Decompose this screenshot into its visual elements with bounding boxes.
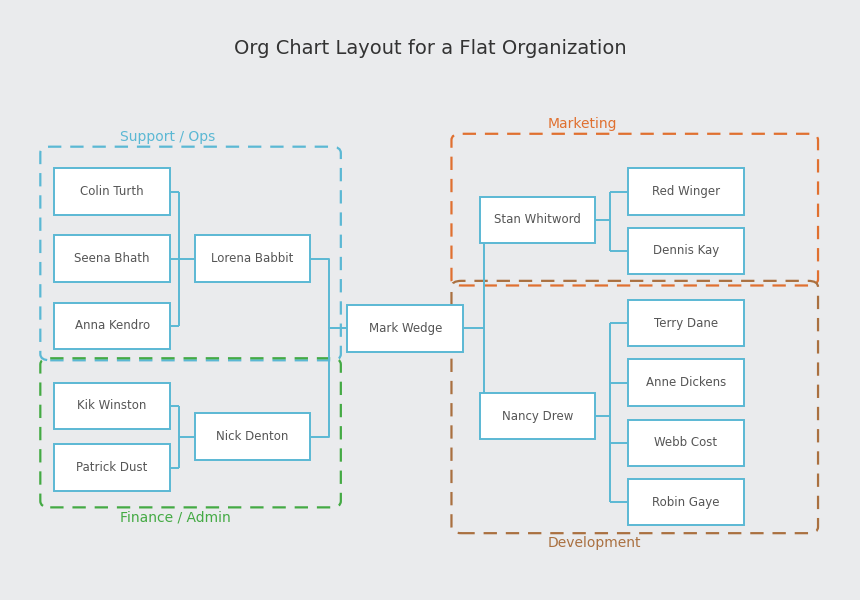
FancyBboxPatch shape	[628, 479, 744, 526]
FancyBboxPatch shape	[628, 419, 744, 466]
Text: Org Chart Layout for a Flat Organization: Org Chart Layout for a Flat Organization	[234, 39, 626, 58]
FancyBboxPatch shape	[480, 197, 595, 243]
Text: Colin Turth: Colin Turth	[80, 185, 144, 198]
Text: Nick Denton: Nick Denton	[217, 430, 289, 443]
FancyBboxPatch shape	[194, 235, 310, 282]
FancyBboxPatch shape	[54, 445, 170, 491]
Text: Webb Cost: Webb Cost	[654, 436, 717, 449]
FancyBboxPatch shape	[347, 305, 463, 352]
FancyBboxPatch shape	[628, 300, 744, 346]
FancyBboxPatch shape	[628, 228, 744, 274]
FancyBboxPatch shape	[480, 393, 595, 439]
Text: Anne Dickens: Anne Dickens	[646, 376, 726, 389]
Text: Lorena Babbit: Lorena Babbit	[212, 252, 293, 265]
FancyBboxPatch shape	[628, 359, 744, 406]
FancyBboxPatch shape	[54, 169, 170, 215]
Text: Mark Wedge: Mark Wedge	[369, 322, 442, 335]
Text: Stan Whitword: Stan Whitword	[494, 214, 580, 226]
Text: Dennis Kay: Dennis Kay	[653, 244, 719, 257]
Text: Patrick Dust: Patrick Dust	[77, 461, 148, 474]
Text: Kik Winston: Kik Winston	[77, 399, 147, 412]
FancyBboxPatch shape	[54, 235, 170, 282]
Text: Nancy Drew: Nancy Drew	[501, 410, 573, 422]
Text: Robin Gaye: Robin Gaye	[652, 496, 720, 509]
FancyBboxPatch shape	[194, 413, 310, 460]
Text: Terry Dane: Terry Dane	[654, 317, 718, 329]
FancyBboxPatch shape	[54, 383, 170, 429]
Text: Support / Ops: Support / Ops	[120, 130, 216, 143]
FancyBboxPatch shape	[54, 302, 170, 349]
Text: Seena Bhath: Seena Bhath	[75, 252, 150, 265]
Text: Anna Kendro: Anna Kendro	[75, 319, 150, 332]
Text: Marketing: Marketing	[548, 116, 617, 131]
Text: Red Winger: Red Winger	[652, 185, 720, 198]
Text: Finance / Admin: Finance / Admin	[120, 511, 231, 524]
Text: Development: Development	[548, 536, 642, 550]
FancyBboxPatch shape	[628, 169, 744, 215]
